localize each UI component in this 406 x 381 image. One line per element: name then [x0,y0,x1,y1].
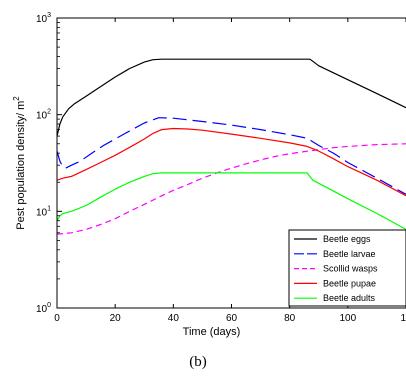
x-axis-label: Time (days) [183,326,241,338]
y-tick-label: 102 [36,109,51,122]
x-tick-label: 20 [110,313,122,324]
x-tick-label: 60 [226,313,238,324]
y-axis-label-superscript: 2 [12,96,21,101]
x-tick-label: 40 [168,313,180,324]
y-tick-label: 100 [36,302,51,315]
ticks-layer: 0 20 40 60 80 100 12 100 101 102 103 [36,12,406,324]
legend-label-2: Scollid wasps [323,264,378,274]
series-line-0 [57,58,406,137]
legend-label-0: Beetle eggs [323,234,371,244]
series-layer [57,58,406,235]
y-axis-label: Pest population density/ m2 [12,96,27,230]
y-axis-label-main: Pest population density/ m [15,101,27,230]
x-tick-label: 80 [284,313,296,324]
series-line-4 [57,172,406,230]
legend-label-4: Beetle adults [323,293,376,303]
legend: Beetle eggs Beetle larvae Scollid wasps Bee… [288,229,406,307]
legend-label-1: Beetle larvae [323,249,376,259]
y-tick-label: 103 [36,12,51,25]
series-line-1 [57,117,406,195]
x-tick-label: 12 [400,313,406,324]
x-tick-label: 100 [339,313,356,324]
x-tick-label: 0 [54,313,60,324]
figure-caption: (b) [189,354,207,370]
legend-box [288,229,406,307]
y-tick-label: 101 [36,205,51,218]
series-line-3 [57,127,406,197]
series-line-2 [57,143,406,235]
plot-frame [56,17,406,309]
legend-label-3: Beetle pupae [323,278,376,288]
